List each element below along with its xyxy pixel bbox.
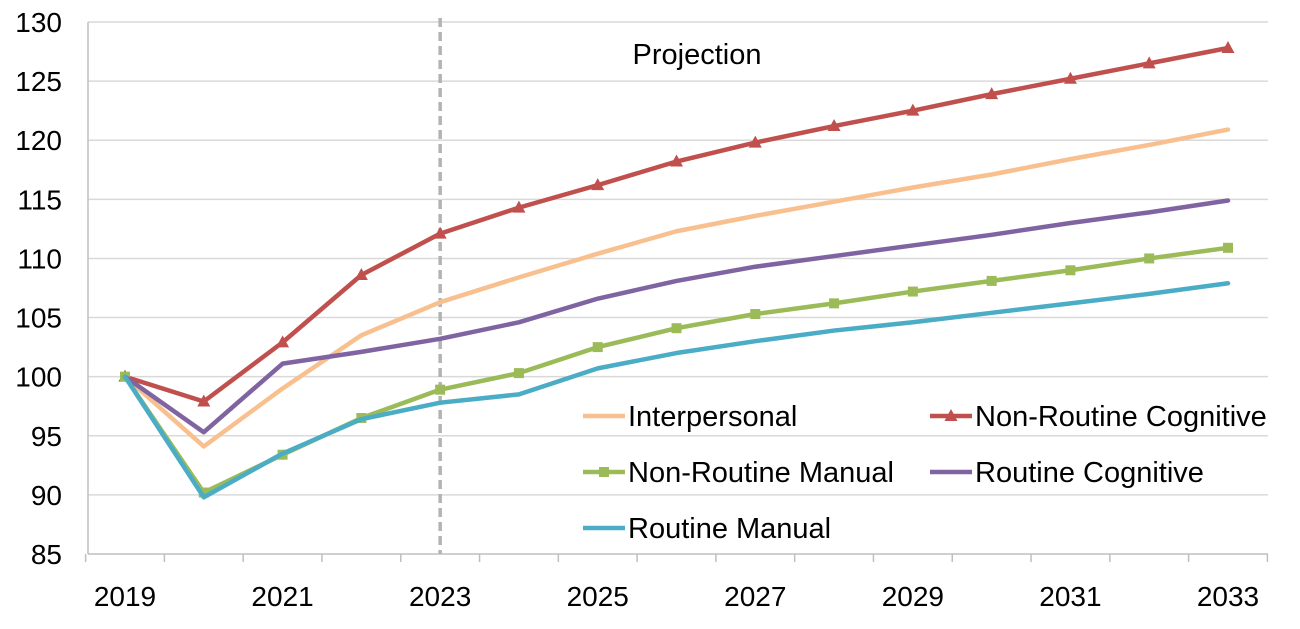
series-line-routine-cognitive	[125, 201, 1228, 433]
x-tick-label: 2025	[567, 581, 629, 612]
legend-label: Non-Routine Cognitive	[975, 401, 1267, 433]
data-point	[672, 323, 682, 333]
series-interpersonal	[125, 129, 1228, 446]
y-tick-label: 120	[15, 125, 62, 156]
y-tick-label: 100	[15, 362, 62, 393]
data-point	[599, 467, 609, 477]
y-tick-label: 95	[31, 421, 62, 452]
y-tick-label: 85	[31, 539, 62, 570]
series-line-non-routine-manual	[125, 248, 1228, 493]
data-point	[829, 298, 839, 308]
legend-label: Routine Manual	[628, 513, 831, 545]
legend-label: Routine Cognitive	[975, 457, 1204, 489]
legend-item-routine-cognitive: Routine Cognitive	[930, 457, 1204, 489]
y-tick-label: 90	[31, 480, 62, 511]
data-point	[908, 287, 918, 297]
data-point	[435, 385, 445, 395]
legend-item-non-routine-manual: Non-Routine Manual	[583, 457, 894, 489]
data-point	[987, 276, 997, 286]
x-tick-label: 2021	[251, 581, 313, 612]
x-tick-label: 2033	[1197, 581, 1259, 612]
series-line-interpersonal	[125, 130, 1228, 447]
series-routine-cognitive	[125, 200, 1228, 432]
data-point	[593, 342, 603, 352]
x-tick-label: 2027	[724, 581, 786, 612]
data-point	[1223, 243, 1233, 253]
legend-label: Non-Routine Manual	[628, 457, 894, 489]
projection-label: Projection	[633, 39, 762, 71]
y-tick-label: 130	[15, 7, 62, 38]
x-tick-label: 2019	[94, 581, 156, 612]
legend-item-interpersonal: Interpersonal	[583, 401, 797, 433]
data-point	[1144, 253, 1154, 263]
y-tick-label: 105	[15, 303, 62, 334]
data-point	[750, 309, 760, 319]
y-tick-label: 125	[15, 66, 62, 97]
x-tick-label: 2023	[409, 581, 471, 612]
data-point	[1065, 265, 1075, 275]
x-tick-label: 2031	[1039, 581, 1101, 612]
y-tick-label: 110	[17, 243, 62, 274]
legend-label: Interpersonal	[628, 401, 797, 433]
legend: Interpersonal Non-Routine Cognitive Non-Ro…	[583, 401, 1267, 545]
legend-item-non-routine-cognitive: Non-Routine Cognitive	[930, 401, 1267, 433]
data-point	[514, 368, 524, 378]
y-tick-label: 115	[17, 184, 62, 215]
x-tick-label: 2029	[882, 581, 944, 612]
legend-item-routine-manual: Routine Manual	[583, 513, 831, 545]
